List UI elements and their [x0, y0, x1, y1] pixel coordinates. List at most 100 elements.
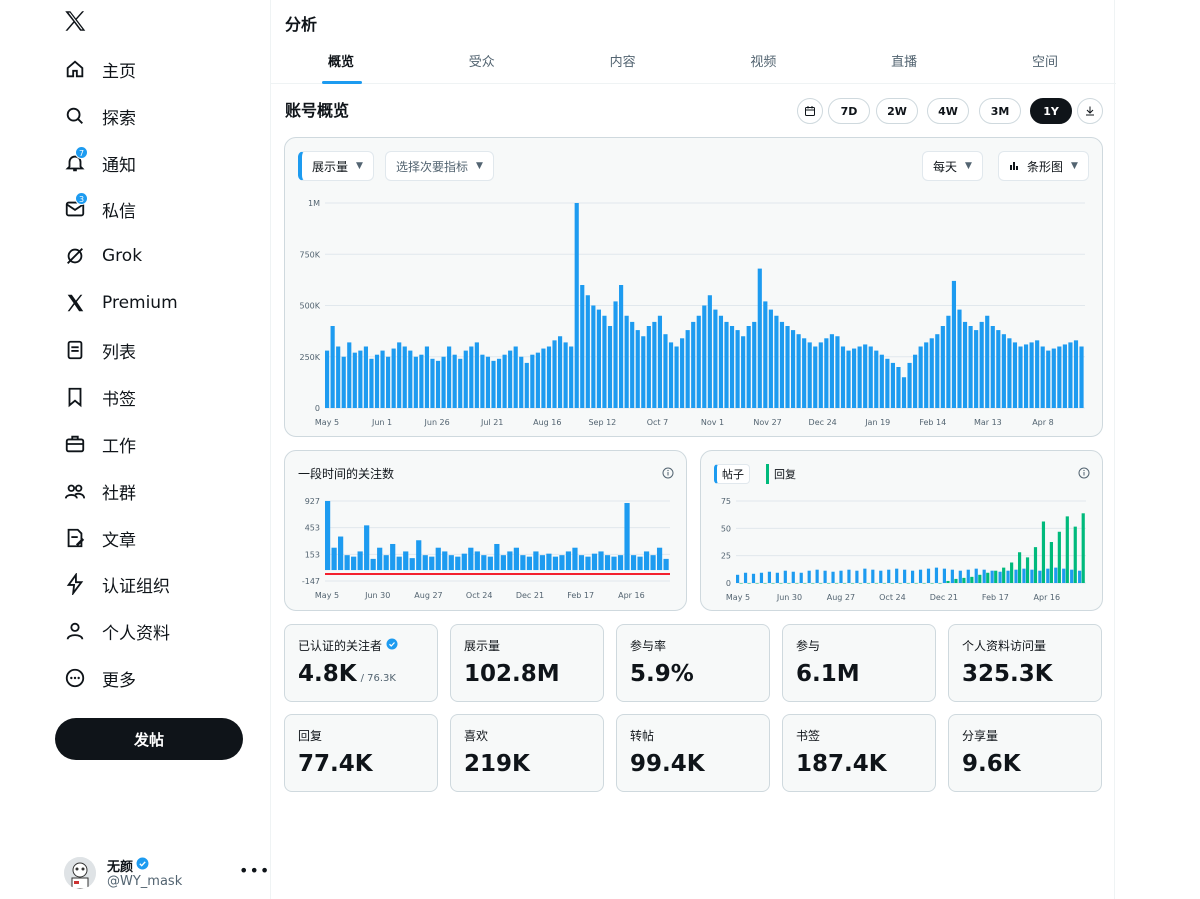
bar: [1068, 342, 1073, 408]
bar: [508, 350, 513, 408]
tab-5[interactable]: 空间: [1031, 55, 1058, 70]
bar: [818, 342, 823, 408]
bar: [882, 583, 886, 584]
interval-dropdown[interactable]: 每天 ▼: [922, 151, 983, 181]
bar: [930, 583, 934, 584]
info-icon[interactable]: [1078, 464, 1090, 483]
stat-card[interactable]: 书签 187.4K: [782, 714, 936, 792]
sidebar-item-articles[interactable]: 文章: [60, 518, 136, 558]
bar: [890, 583, 894, 584]
bar: [847, 569, 851, 583]
bar: [852, 348, 857, 408]
primary-metric-dropdown[interactable]: 展示量 ▼: [298, 151, 374, 181]
bar: [926, 568, 931, 583]
x-tick-label: Aug 27: [414, 591, 442, 600]
bar: [755, 583, 759, 584]
tab-0[interactable]: 概览: [271, 44, 411, 84]
secondary-metric-dropdown[interactable]: 选择次要指标 ▼: [385, 151, 494, 181]
bar: [962, 577, 966, 583]
more-dots-icon[interactable]: •••: [239, 861, 271, 880]
bar: [619, 285, 624, 408]
stat-value-text: 6.1M: [796, 661, 860, 687]
range-button-2w[interactable]: 2W: [876, 98, 918, 124]
sidebar-item-grok[interactable]: Grok: [60, 236, 142, 276]
stat-label: 参与: [796, 637, 820, 654]
calendar-button[interactable]: [797, 98, 823, 124]
tab-4[interactable]: 直播: [891, 55, 918, 70]
x-tick-label: Dec 21: [930, 593, 958, 602]
stat-card[interactable]: 已认证的关注者 4.8K/ 76.3K: [284, 624, 438, 702]
chart-type-dropdown[interactable]: 条形图 ▼: [998, 151, 1089, 181]
sidebar-item-jobs[interactable]: 工作: [60, 424, 136, 464]
sidebar-item-bookmarks[interactable]: 书签: [60, 377, 136, 417]
bar: [674, 346, 679, 408]
primary-metric-label: 展示量: [312, 159, 349, 174]
bar: [1023, 344, 1029, 408]
stat-card[interactable]: 个人资料访问量 325.3K: [948, 624, 1102, 702]
y-tick-label: 250K: [299, 353, 320, 362]
post-button[interactable]: 发帖: [55, 718, 243, 760]
bar: [1001, 334, 1006, 408]
lightning-icon: [60, 569, 90, 599]
legend-replies[interactable]: 回复: [766, 464, 801, 484]
bar: [785, 326, 790, 408]
x-logo-icon: [60, 288, 90, 318]
download-button[interactable]: [1077, 98, 1103, 124]
bar: [546, 553, 552, 571]
stat-label-text: 分享量: [962, 729, 999, 743]
bar: [430, 358, 435, 408]
bar: [1007, 338, 1012, 408]
sidebar-item-premium[interactable]: Premium: [60, 283, 178, 323]
stat-card[interactable]: 参与率 5.9%: [616, 624, 770, 702]
sidebar-item-communities[interactable]: 社群: [60, 471, 136, 511]
range-button-3m[interactable]: 3M: [979, 98, 1021, 124]
bar: [1051, 348, 1056, 408]
sidebar-item-label: Premium: [102, 293, 178, 313]
bar: [751, 573, 756, 583]
stat-value-text: 219K: [464, 751, 530, 777]
range-button-7d[interactable]: 7D: [828, 98, 870, 124]
info-icon[interactable]: [662, 464, 674, 483]
sidebar-item-home[interactable]: 主页: [60, 49, 136, 89]
bar: [429, 556, 435, 571]
sidebar-item-explore[interactable]: 探索: [60, 96, 136, 136]
sidebar-item-notifications[interactable]: 7 通知: [60, 143, 136, 183]
sidebar-item-messages[interactable]: 3 私信: [60, 189, 136, 229]
sidebar-item-verified-orgs[interactable]: 认证组织: [60, 564, 170, 604]
stat-card[interactable]: 转帖 99.4K: [616, 714, 770, 792]
tab-1[interactable]: 受众: [468, 55, 495, 70]
sidebar-item-profile[interactable]: 个人资料: [60, 611, 170, 651]
legend-posts[interactable]: 帖子: [714, 464, 750, 484]
bar: [463, 350, 468, 408]
sidebar-item-label: Grok: [102, 246, 143, 266]
sidebar-item-label: 书签: [102, 389, 136, 410]
bar: [771, 583, 775, 584]
range-button-1y[interactable]: 1Y: [1030, 98, 1072, 124]
stat-card[interactable]: 喜欢 219K: [450, 714, 604, 792]
bar: [1062, 568, 1066, 583]
stat-card[interactable]: 参与 6.1M: [782, 624, 936, 702]
stat-label: 回复: [298, 727, 322, 744]
profile-switcher[interactable]: 无颜 @WY_mask •••: [64, 855, 269, 895]
bar: [763, 301, 768, 408]
tab-2[interactable]: 内容: [609, 55, 636, 70]
bar: [424, 346, 430, 408]
tab-3[interactable]: 视频: [750, 55, 777, 70]
sidebar-item-more[interactable]: 更多: [60, 658, 136, 698]
bar: [790, 330, 796, 408]
bar: [408, 350, 413, 408]
x-logo-icon[interactable]: [62, 8, 90, 36]
range-button-4w[interactable]: 4W: [927, 98, 969, 124]
bar: [1046, 350, 1051, 408]
sidebar-item-lists[interactable]: 列表: [60, 330, 136, 370]
bar: [452, 354, 457, 408]
sidebar-item-label: 个人资料: [102, 623, 170, 644]
stat-card[interactable]: 分享量 9.6K: [948, 714, 1102, 792]
stat-label-text: 书签: [796, 729, 821, 743]
stat-card[interactable]: 展示量 102.8M: [450, 624, 604, 702]
more-icon: [60, 663, 90, 693]
stat-card[interactable]: 回复 77.4K: [284, 714, 438, 792]
x-tick-label: Aug 16: [533, 418, 561, 427]
y-tick-label: 25: [721, 552, 731, 561]
chevron-down-icon: ▼: [476, 161, 483, 171]
